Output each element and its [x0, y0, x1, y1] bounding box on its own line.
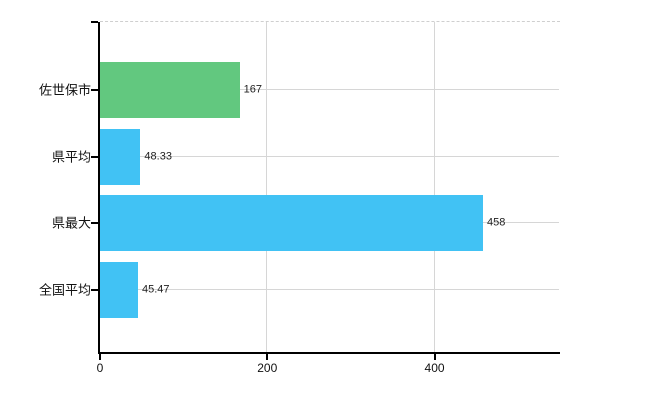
y-axis	[98, 22, 100, 354]
bar	[100, 62, 240, 118]
x-axis-tick	[433, 352, 436, 360]
y-axis-tick	[91, 289, 98, 292]
y-axis-label: 県平均	[51, 149, 91, 165]
y-gridline	[100, 155, 559, 157]
y-axis-label: 全国平均	[38, 282, 91, 298]
plot-top-border	[100, 21, 560, 22]
x-axis-tick	[99, 352, 101, 360]
bar-value-label: 167	[243, 83, 263, 96]
x-axis-tick	[266, 352, 269, 360]
y-axis-label: 佐世保市	[38, 82, 91, 98]
bar-value-label: 48.33	[144, 150, 172, 163]
plot-area: 0 200 400 167 48.33 458 45.47	[91, 21, 560, 374]
bar	[100, 195, 484, 252]
y-axis-top-tick	[91, 21, 98, 23]
x-axis-tick-label: 400	[424, 361, 445, 375]
y-axis-tick	[91, 222, 98, 225]
y-gridline	[100, 89, 559, 90]
x-axis-tick-label: 200	[257, 361, 278, 375]
x-axis-tick-label: 0	[96, 361, 104, 375]
x-axis	[98, 352, 560, 354]
y-axis-label: 県最大	[51, 215, 91, 231]
bar	[100, 262, 139, 319]
y-gridline	[100, 289, 559, 291]
bar-value-label: 458	[487, 216, 506, 229]
bar-value-label: 45.47	[142, 283, 170, 296]
x-gridline	[433, 22, 435, 352]
y-axis-tick	[91, 89, 98, 91]
y-axis-tick	[91, 155, 98, 158]
x-gridline	[266, 22, 268, 352]
bar	[100, 128, 141, 185]
